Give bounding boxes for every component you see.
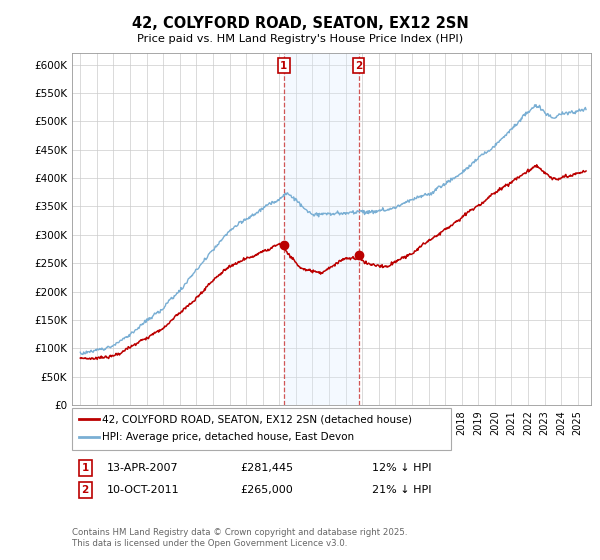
Text: 13-APR-2007: 13-APR-2007	[107, 463, 178, 473]
Text: 2: 2	[82, 486, 89, 495]
Text: Contains HM Land Registry data © Crown copyright and database right 2025.
This d: Contains HM Land Registry data © Crown c…	[72, 528, 407, 548]
Text: 42, COLYFORD ROAD, SEATON, EX12 2SN (detached house): 42, COLYFORD ROAD, SEATON, EX12 2SN (det…	[102, 414, 412, 424]
Text: Price paid vs. HM Land Registry's House Price Index (HPI): Price paid vs. HM Land Registry's House …	[137, 34, 463, 44]
Text: 42, COLYFORD ROAD, SEATON, EX12 2SN: 42, COLYFORD ROAD, SEATON, EX12 2SN	[131, 16, 469, 31]
Text: HPI: Average price, detached house, East Devon: HPI: Average price, detached house, East…	[102, 432, 354, 442]
Bar	[284, 53, 359, 405]
Text: £265,000: £265,000	[240, 486, 293, 495]
Text: 1: 1	[82, 463, 89, 473]
Text: 21% ↓ HPI: 21% ↓ HPI	[372, 486, 431, 495]
Text: 10-OCT-2011: 10-OCT-2011	[107, 486, 179, 495]
Text: 2: 2	[355, 60, 362, 71]
Text: 12% ↓ HPI: 12% ↓ HPI	[372, 463, 431, 473]
Text: 1: 1	[280, 60, 287, 71]
Text: £281,445: £281,445	[240, 463, 293, 473]
